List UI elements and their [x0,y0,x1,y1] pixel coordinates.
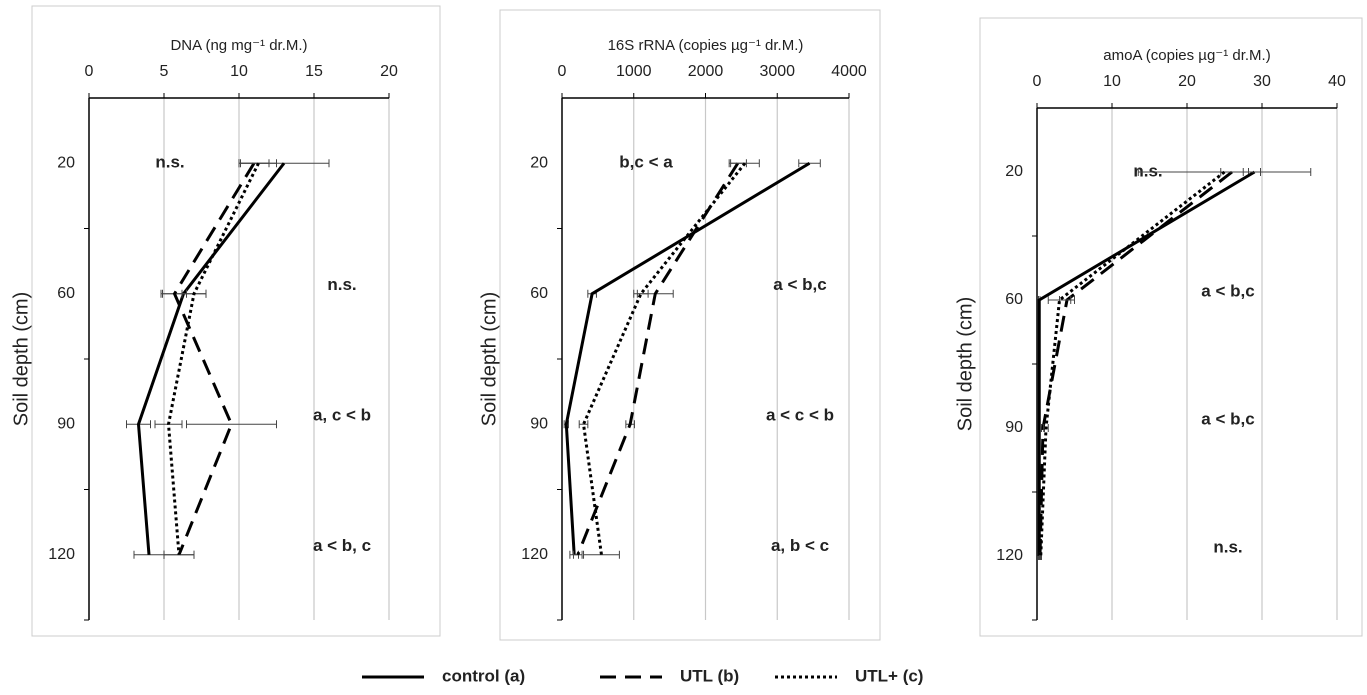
x-axis-title: 16S rRNA (copies µg⁻¹ dr.M.) [608,37,804,54]
x-tick-label: 30 [1253,73,1271,90]
x-tick-label: 1000 [616,63,652,80]
series-line [1039,170,1226,557]
series-line [564,161,811,555]
x-axis-title: amoA (copies µg⁻¹ dr.M.) [1103,47,1270,64]
series-line [581,162,747,555]
y-axis-title: Soil depth (cm) [954,297,976,432]
annotation: n.s. [327,275,356,294]
x-axis-title: DNA (ng mg⁻¹ dr.M.) [170,37,307,54]
y-tick-label: 60 [57,285,75,302]
x-tick-label: 2000 [688,63,724,80]
x-tick-label: 4000 [831,63,867,80]
panel-frame [979,17,1363,637]
series-line [136,162,286,555]
y-tick-label: 60 [1005,291,1023,308]
annotation: a, b < c [771,536,829,555]
annotation: n.s. [1133,161,1162,180]
y-axis-title: Soil depth (cm) [478,292,500,427]
y-tick-label: 60 [530,285,548,302]
error-bar [186,420,277,429]
legend-label: UTL (b) [680,666,739,685]
series-line [576,162,740,556]
annotation: a < b, c [313,536,371,555]
annotation: a < b,c [773,275,826,294]
series-line [172,162,256,556]
y-tick-label: 90 [1005,419,1023,436]
y-tick-label: 120 [996,547,1023,564]
annotation: a < b,c [1201,281,1254,300]
y-axis-title: Soil depth (cm) [10,292,32,427]
y-tick-label: 20 [1005,163,1023,180]
x-tick-label: 20 [1178,73,1196,90]
legend-label: UTL+ (c) [855,666,923,685]
annotation: n.s. [1213,537,1242,556]
x-tick-label: 10 [230,63,248,80]
y-tick-label: 90 [57,415,75,432]
x-tick-label: 5 [160,63,169,80]
x-tick-label: 0 [85,63,94,80]
y-tick-label: 120 [521,546,548,563]
annotation: a < c < b [766,406,834,425]
x-tick-label: 20 [380,63,398,80]
y-tick-label: 90 [530,415,548,432]
y-tick-label: 20 [530,154,548,171]
panel-frame [31,5,441,637]
legend-label: control (a) [442,666,525,685]
annotation: b,c < a [619,153,673,172]
series-line [166,162,260,555]
annotation: a, c < b [313,406,371,425]
error-bar [583,550,620,559]
y-tick-label: 20 [57,154,75,171]
x-tick-label: 0 [1033,73,1042,90]
y-tick-label: 120 [48,546,75,563]
x-tick-label: 3000 [759,63,795,80]
series-line [1038,170,1233,557]
x-tick-label: 15 [305,63,323,80]
annotation: a < b,c [1201,409,1254,428]
error-bar [1047,296,1072,304]
error-bar [578,420,589,429]
annotation: n.s. [155,153,184,172]
panel-frame [499,9,881,641]
series-line [1037,170,1256,556]
error-bar [633,289,649,298]
x-tick-label: 0 [558,63,567,80]
x-tick-label: 10 [1103,73,1121,90]
x-tick-label: 40 [1328,73,1346,90]
